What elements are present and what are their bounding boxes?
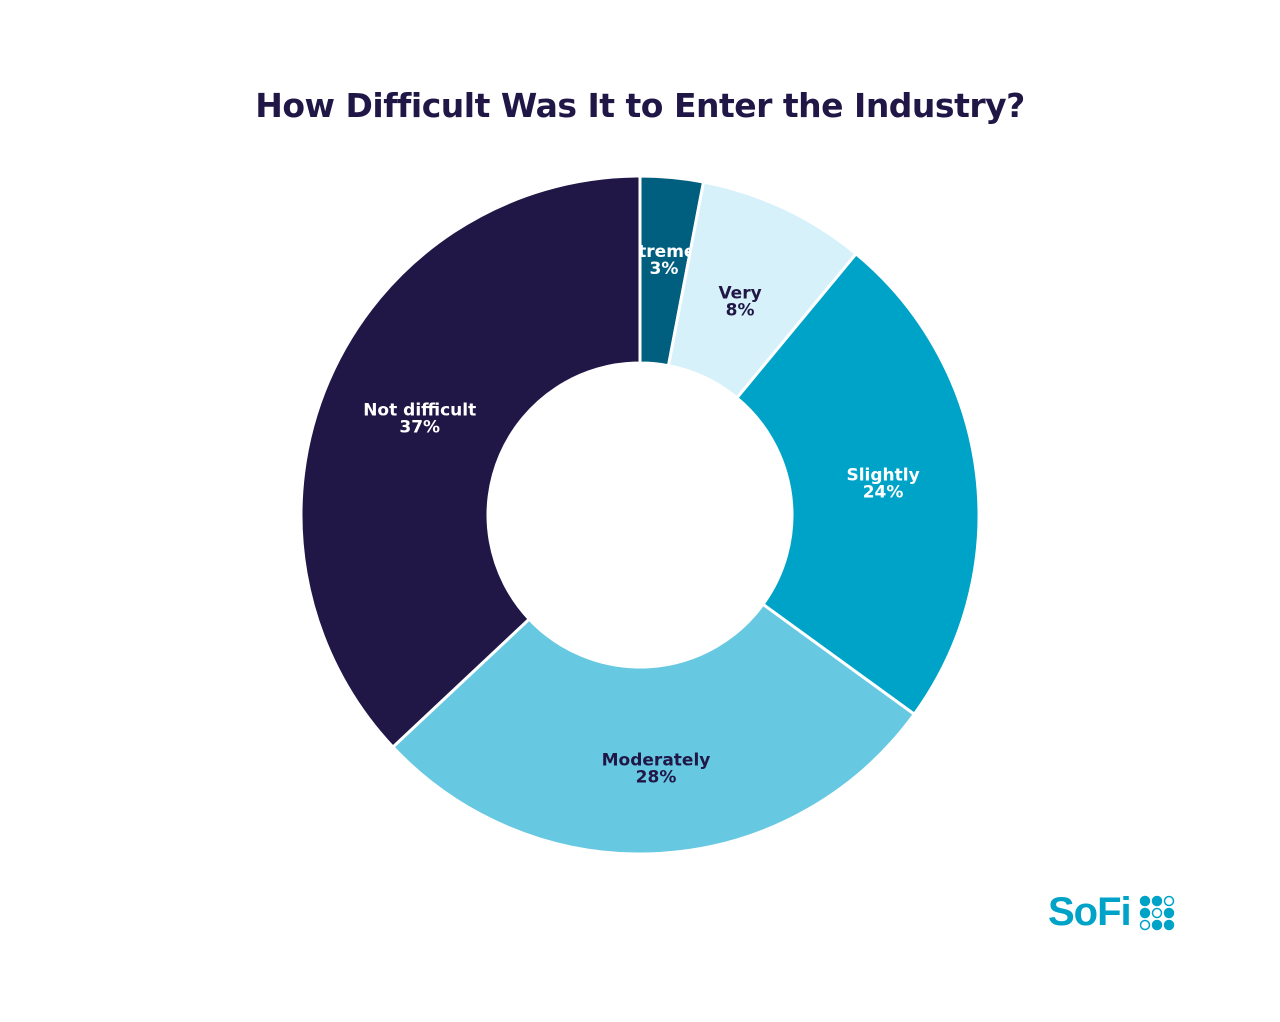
slice-value-label: 24% <box>863 482 904 502</box>
slice-category-label: Very <box>718 283 761 303</box>
slice-category-label: Slightly <box>846 465 919 485</box>
slice-value-label: 3% <box>650 259 679 279</box>
slice-value-label: 8% <box>726 300 755 320</box>
logo-dots-icon <box>1139 895 1174 930</box>
slice-value-label: 37% <box>399 418 440 438</box>
logo-text: SoFi <box>1048 890 1132 934</box>
slice-category-label: Moderately <box>602 750 711 770</box>
sofi-logo: SoFi <box>1048 890 1179 935</box>
slice-slightly <box>735 252 981 716</box>
slice-category-label: Not difficult <box>363 401 476 421</box>
chart-title: How Difficult Was It to Enter the Indust… <box>255 86 1025 125</box>
slice-not-difficult <box>299 174 642 749</box>
slice-value-label: 28% <box>636 767 677 787</box>
slice-moderately <box>391 602 916 856</box>
